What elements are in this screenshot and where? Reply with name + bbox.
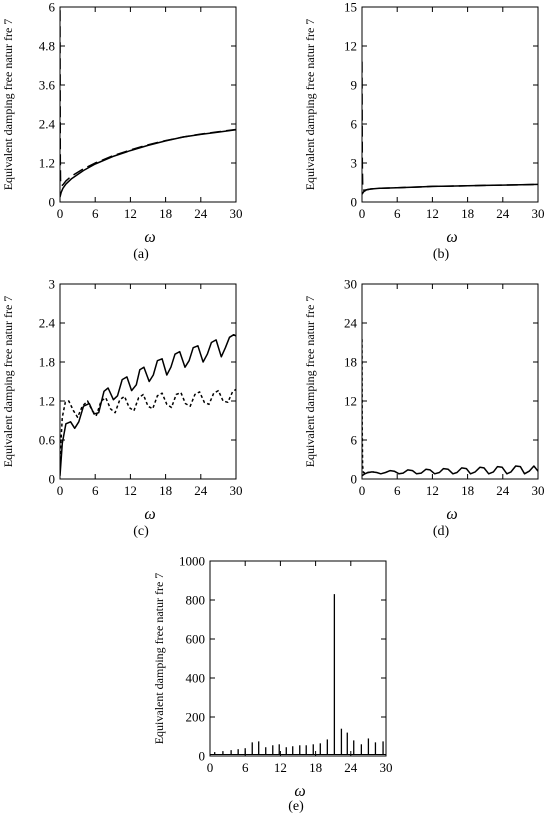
plot-frame-c	[59, 283, 237, 480]
x-tick-label: 30	[380, 760, 393, 775]
x-tick-label: 30	[230, 483, 243, 498]
y-tick-label: 18	[344, 355, 357, 370]
y-tick-label: 3.6	[39, 78, 56, 93]
chart-c: 0 6 12 18 24 30 0 0.6 1.2 1.8 2.4 3 Equivalent dampi…	[1, 277, 243, 540]
y-tick-label: 1.2	[39, 394, 55, 409]
x-tick-label: 24	[496, 206, 510, 221]
y-axis-label: Equivalent damping free natur fre 7	[303, 296, 317, 468]
x-axis-label: ω	[446, 229, 457, 246]
series-line-a-1	[60, 129, 236, 198]
y-tick-label: 800	[186, 593, 206, 608]
y-tick-label: 0	[49, 472, 56, 487]
plot-area-d	[362, 339, 538, 477]
x-tick-label: 0	[207, 760, 214, 775]
x-tick-label: 18	[461, 483, 474, 498]
x-tick-label: 30	[532, 483, 545, 498]
x-tick-label: 24	[194, 483, 208, 498]
x-tick-label: 6	[394, 483, 401, 498]
x-tick-label: 12	[124, 206, 137, 221]
panel-caption: (e)	[288, 799, 304, 814]
x-tick-label: 18	[159, 206, 172, 221]
y-tick-label: 1.2	[39, 156, 55, 171]
x-tick-label: 12	[274, 760, 287, 775]
x-tick-label: 30	[532, 206, 545, 221]
y-tick-label: 400	[186, 671, 206, 686]
series-line-b-2	[362, 61, 538, 192]
x-tick-label: 30	[230, 206, 243, 221]
y-tick-label: 1.8	[39, 355, 55, 370]
plot-frame-b	[361, 6, 539, 203]
y-tick-label: 12	[344, 394, 357, 409]
chart-b: 0 6 12 18 24 30 0 3 6 9 12 15 Equivalent damping fre…	[303, 0, 545, 262]
y-tick-label: 2.4	[39, 117, 56, 132]
x-tick-label: 18	[159, 483, 172, 498]
x-tick-label: 0	[359, 483, 366, 498]
y-tick-label: 6	[351, 117, 358, 132]
panel-caption: (c)	[133, 524, 149, 539]
x-tick-label: 0	[57, 206, 64, 221]
x-tick-label: 24	[194, 206, 208, 221]
y-axis-label: Equivalent damping free natur fre 7	[1, 19, 15, 191]
y-tick-label: 2.4	[39, 316, 56, 331]
x-tick-label: 12	[426, 483, 439, 498]
y-tick-label: 9	[351, 78, 358, 93]
y-tick-label: 0	[49, 195, 56, 210]
y-tick-label: 30	[344, 277, 357, 292]
x-tick-label: 24	[496, 483, 510, 498]
chart-d: 0 6 12 18 24 30 0 6 12 18 24 30 Equivalent damping f…	[303, 277, 545, 540]
y-tick-label: 0	[351, 195, 358, 210]
panel-caption: (a)	[133, 247, 149, 262]
panel-caption: (b)	[433, 247, 450, 262]
y-tick-label: 600	[186, 632, 206, 647]
series-line-a-2	[60, 10, 236, 187]
x-tick-label: 24	[344, 760, 358, 775]
x-tick-label: 12	[426, 206, 439, 221]
x-tick-label: 0	[359, 206, 366, 221]
y-tick-label: 4.8	[39, 39, 55, 54]
y-tick-label: 200	[186, 710, 206, 725]
series-line-c-1	[60, 333, 236, 476]
chart-e: 0 6 12 18 24 30 0 200 400 600 800 1000 Equivalent da…	[152, 554, 393, 815]
plot-area-b	[362, 61, 538, 195]
plot-area-a	[60, 10, 236, 198]
y-tick-label: 0.6	[39, 433, 56, 448]
y-axis-label: Equivalent damping free natur fre 7	[1, 296, 15, 468]
y-tick-label: 1000	[179, 554, 205, 569]
x-axis-label: ω	[446, 506, 457, 523]
y-tick-label: 15	[344, 0, 357, 15]
y-tick-label: 3	[49, 277, 56, 292]
plot-area-c	[60, 333, 236, 476]
panel-caption: (d)	[433, 524, 450, 539]
y-axis-label: Equivalent damping free natur fre 7	[152, 573, 166, 745]
y-tick-label: 6	[49, 0, 56, 15]
x-tick-label: 18	[309, 760, 322, 775]
y-tick-label: 0	[351, 472, 358, 487]
x-tick-label: 12	[124, 483, 137, 498]
y-tick-label: 24	[344, 316, 358, 331]
x-tick-label: 18	[461, 206, 474, 221]
plot-area-e	[210, 594, 386, 755]
y-tick-label: 12	[344, 39, 357, 54]
x-axis-label: ω	[144, 229, 155, 246]
plot-frame-a	[59, 6, 237, 203]
y-tick-label: 0	[199, 749, 206, 764]
x-tick-label: 6	[394, 206, 401, 221]
x-axis-label: ω	[294, 783, 305, 800]
chart-a: 0 6 12 18 24 30 0 1.2 2.4 3.6 4.8 6 Equivalent dampi…	[1, 0, 243, 262]
x-tick-label: 6	[242, 760, 249, 775]
x-tick-label: 0	[57, 483, 64, 498]
series-line-d-1	[362, 465, 538, 477]
y-tick-label: 6	[351, 433, 358, 448]
x-axis-label: ω	[144, 506, 155, 523]
x-tick-label: 6	[92, 483, 99, 498]
series-line-c-2	[60, 388, 236, 460]
series-line-d-2	[362, 339, 374, 474]
y-axis-label: Equivalent damping free natur fre 7	[303, 19, 317, 191]
y-tick-label: 3	[351, 156, 358, 171]
plot-frame-d	[361, 283, 539, 480]
plot-frame-e	[209, 560, 387, 757]
x-tick-label: 6	[92, 206, 99, 221]
